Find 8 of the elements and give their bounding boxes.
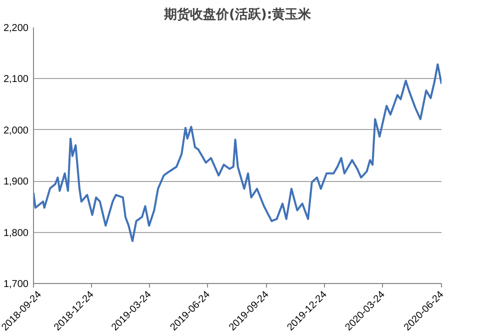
chart-title: 期货收盘价(活跃):黄玉米	[162, 6, 312, 22]
y-tick-label: 1,900	[3, 176, 29, 188]
y-tick-label: 2,200	[3, 23, 29, 34]
y-tick-label: 2,100	[3, 74, 29, 86]
line-series	[34, 63, 442, 242]
y-tick-label: 1,800	[3, 228, 29, 239]
y-tick-label: 1,700	[3, 279, 29, 290]
y-tick-label: 2,000	[3, 125, 29, 136]
